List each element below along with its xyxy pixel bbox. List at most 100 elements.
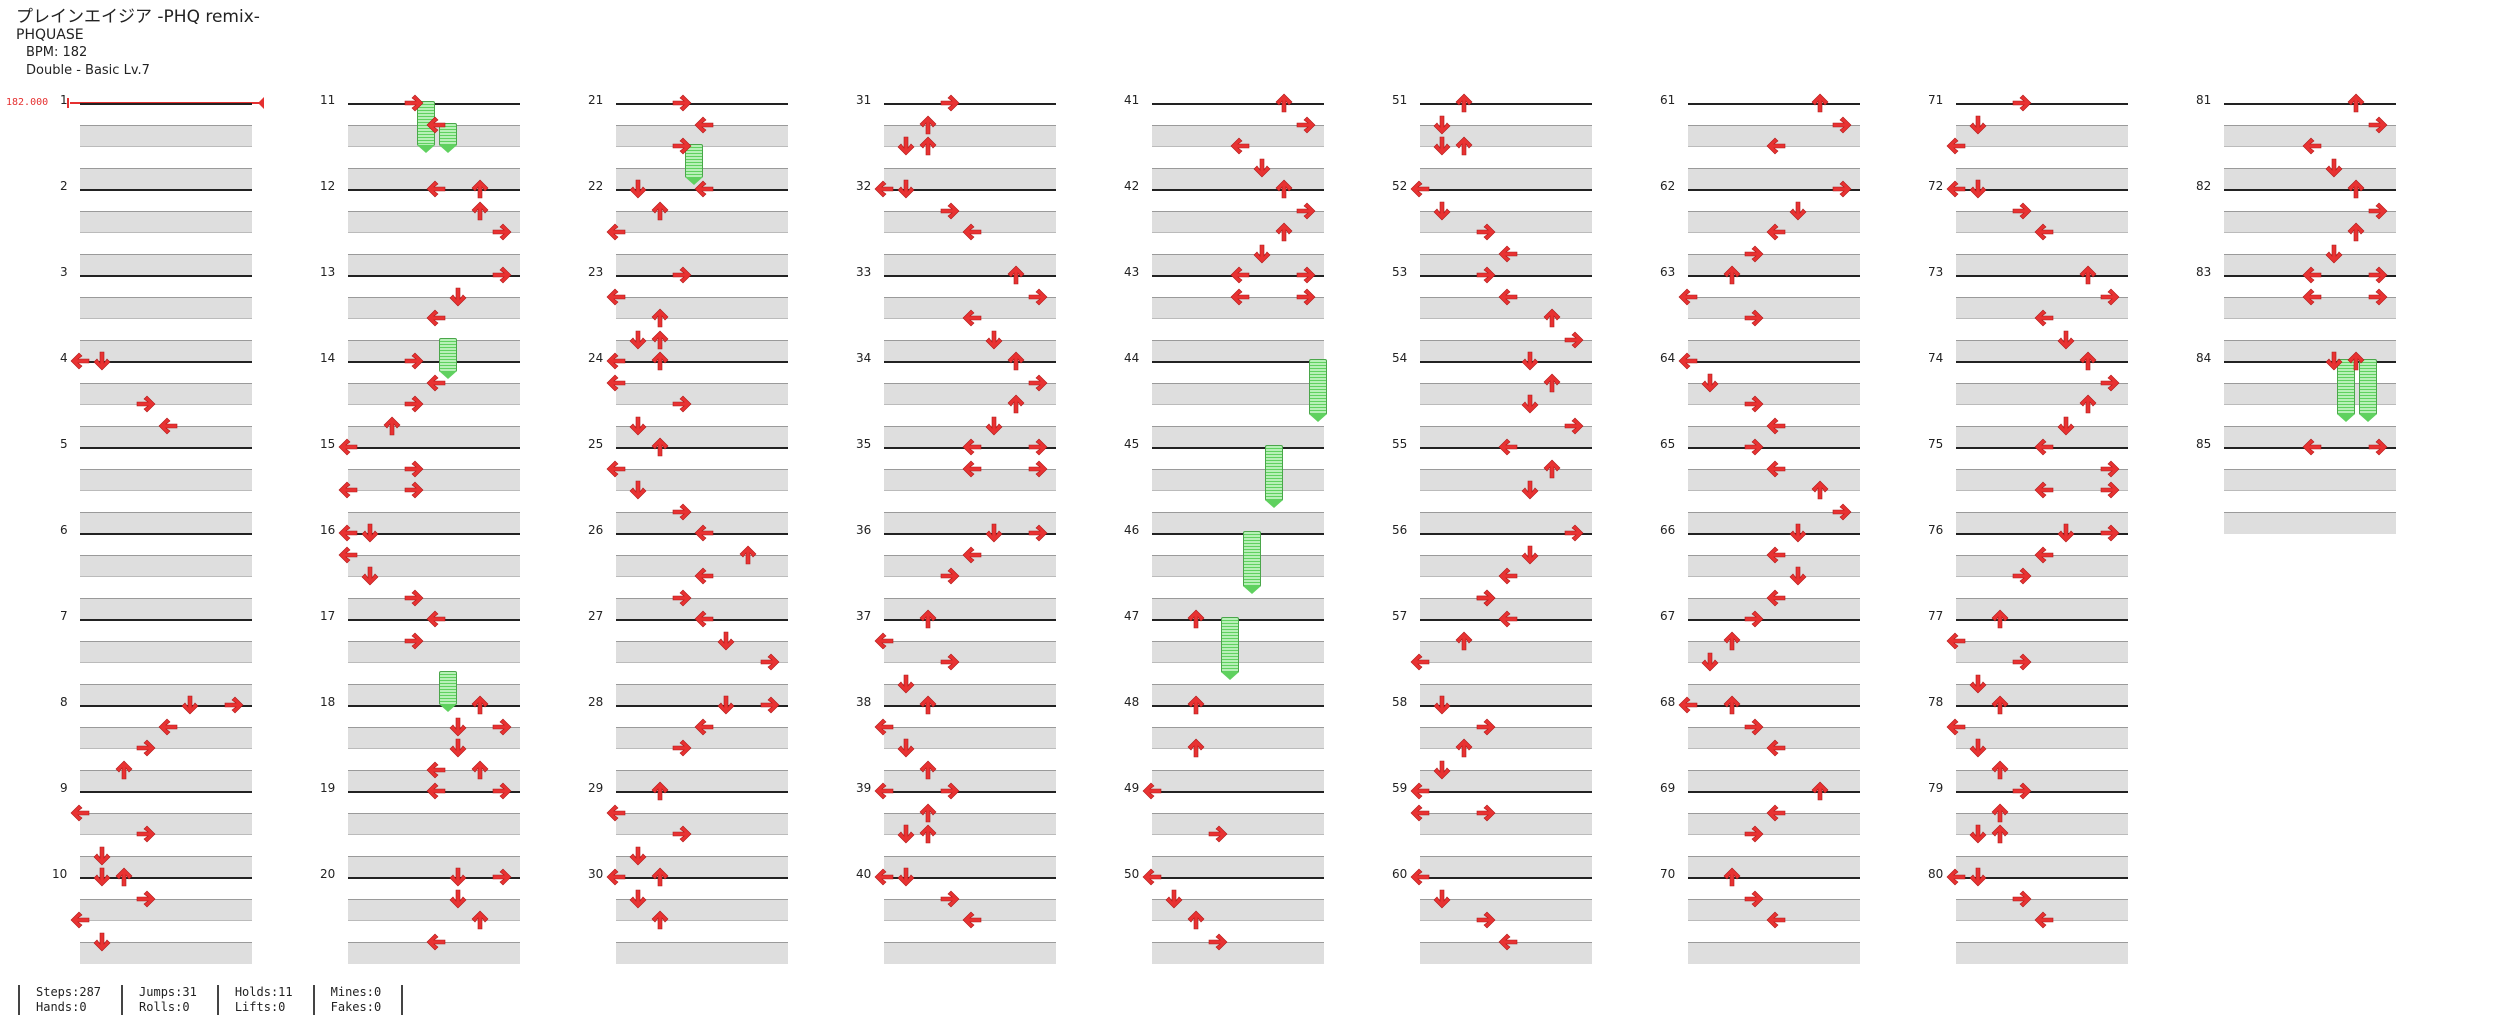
beat-row (80, 511, 252, 534)
measure-number: 70 (1660, 867, 1676, 881)
measure-number: 79 (1928, 781, 1944, 795)
measure-line (1688, 877, 1860, 879)
measure-line (2224, 361, 2396, 363)
beat-row (616, 210, 788, 233)
beat-row (1420, 339, 1592, 362)
measure-number: 49 (1124, 781, 1140, 795)
measure-number: 52 (1392, 179, 1408, 193)
measure-number: 28 (588, 695, 604, 709)
measure-number: 81 (2196, 93, 2212, 107)
beat-row (1420, 748, 1592, 771)
measure-number: 76 (1928, 523, 1944, 537)
measure-number: 53 (1392, 265, 1408, 279)
stats-group: Holds:11 Lifts:0 (216, 985, 313, 1015)
beat-row (1956, 318, 2128, 341)
measure-line (1956, 275, 2128, 277)
measure-number: 45 (1124, 437, 1140, 451)
measure-line (1152, 189, 1324, 191)
measure-number: 62 (1660, 179, 1676, 193)
measure-number: 17 (320, 609, 336, 623)
measure-line (1688, 447, 1860, 449)
measure-line (884, 361, 1056, 363)
beat-row (80, 640, 252, 663)
beat-row (1420, 898, 1592, 921)
measure-number: 77 (1928, 609, 1944, 623)
beat-row (2224, 124, 2396, 147)
beat-row (884, 640, 1056, 663)
measure-number: 65 (1660, 437, 1676, 451)
beat-row (1688, 941, 1860, 964)
measure-number: 37 (856, 609, 872, 623)
beat-row (616, 167, 788, 190)
beat-row (1420, 597, 1592, 620)
beat-row (348, 748, 520, 771)
measure-number: 6 (60, 523, 68, 537)
beat-row (1420, 253, 1592, 276)
beat-row (884, 490, 1056, 513)
measure-line (1420, 447, 1592, 449)
beat-row (348, 554, 520, 577)
measure-number: 25 (588, 437, 604, 451)
measure-number: 69 (1660, 781, 1676, 795)
measure-line (616, 619, 788, 621)
measure-line (1420, 189, 1592, 191)
beat-row (80, 468, 252, 491)
stat-value: Jumps:31 (139, 985, 197, 999)
measure-number: 27 (588, 609, 604, 623)
measure-line (80, 103, 252, 105)
bpm-info: BPM: 182 (26, 45, 88, 60)
beat-row (1956, 769, 2128, 792)
measure-line (616, 705, 788, 707)
beat-row (1152, 124, 1324, 147)
measure-line (1152, 447, 1324, 449)
beat-row (348, 941, 520, 964)
beat-row (1688, 748, 1860, 771)
beat-row (884, 920, 1056, 943)
stats-group: Mines:0 Fakes:0 (312, 985, 404, 1015)
beat-row (1688, 253, 1860, 276)
stat-value: Holds:11 (234, 985, 293, 999)
beat-row (616, 898, 788, 921)
beat-row (884, 253, 1056, 276)
measure-number: 68 (1660, 695, 1676, 709)
beat-row (616, 425, 788, 448)
measure-number: 64 (1660, 351, 1676, 365)
beat-row (884, 404, 1056, 427)
beat-row (348, 167, 520, 190)
beat-row (2224, 253, 2396, 276)
beat-row (1688, 382, 1860, 405)
beat-row (884, 146, 1056, 169)
beat-row (1956, 855, 2128, 878)
stat-value: Rolls:0 (139, 1000, 190, 1014)
beat-row (884, 124, 1056, 147)
beat-row (1688, 662, 1860, 685)
beat-row (1956, 232, 2128, 255)
measure-number: 11 (320, 93, 336, 107)
beat-row (1688, 296, 1860, 319)
beat-row (1420, 834, 1592, 857)
measure-number: 29 (588, 781, 604, 795)
beat-row (348, 468, 520, 491)
beat-row (2224, 210, 2396, 233)
beat-row (616, 855, 788, 878)
beat-row (80, 812, 252, 835)
beat-row (80, 597, 252, 620)
beat-row (1152, 146, 1324, 169)
beat-row (616, 683, 788, 706)
beat-row (348, 232, 520, 255)
beat-row (1956, 834, 2128, 857)
measure-number: 71 (1928, 93, 1944, 107)
beat-row (1420, 146, 1592, 169)
measure-line (616, 791, 788, 793)
beat-row (884, 769, 1056, 792)
beat-row (1956, 490, 2128, 513)
measure-line (80, 619, 252, 621)
measure-number: 51 (1392, 93, 1408, 107)
measure-line (1420, 877, 1592, 879)
beat-row (884, 834, 1056, 857)
beat-row (1420, 511, 1592, 534)
beat-row (348, 834, 520, 857)
beat-row (616, 554, 788, 577)
stats-group: Steps:287 Hands:0 (18, 985, 121, 1015)
beat-row (884, 683, 1056, 706)
